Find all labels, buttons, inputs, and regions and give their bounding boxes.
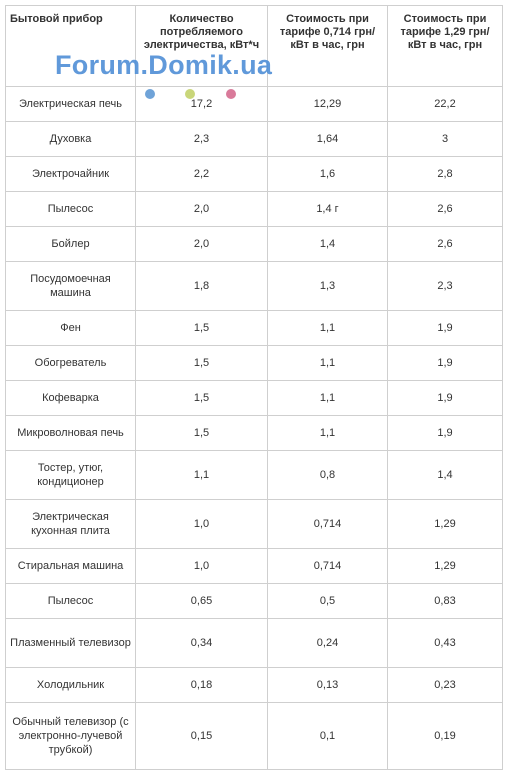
table-body: Электрическая печь 17,2 12,29 22,2 Духовка 2,… bbox=[5, 86, 503, 770]
value-cell: 0,8 bbox=[267, 450, 388, 500]
value-cell: 1,64 bbox=[267, 121, 388, 157]
value-cell: 2,0 bbox=[135, 226, 268, 262]
value-cell: 1,5 bbox=[135, 345, 268, 381]
table-row: Кофеварка 1,5 1,1 1,9 bbox=[5, 380, 503, 416]
table-row: Тостер, утюг, кондиционер 1,1 0,8 1,4 bbox=[5, 450, 503, 500]
value-cell: 12,29 bbox=[267, 86, 388, 122]
appliance-cell: Электрическая печь bbox=[5, 86, 136, 122]
value-cell: 1,1 bbox=[267, 415, 388, 451]
table-row: Обычный телевизор (с электронно-лучевой … bbox=[5, 702, 503, 770]
watermark: Forum.Domik.ua bbox=[55, 50, 273, 80]
appliance-cell: Кофеварка bbox=[5, 380, 136, 416]
value-cell: 17,2 bbox=[135, 86, 268, 122]
table-row: Бойлер 2,0 1,4 2,6 bbox=[5, 226, 503, 262]
appliance-cell: Фен bbox=[5, 310, 136, 346]
value-cell: 1,4 г bbox=[267, 191, 388, 227]
value-cell: 0,83 bbox=[387, 583, 503, 619]
value-cell: 1,1 bbox=[267, 380, 388, 416]
header-cell: Стоимость при тарифе 0,714 грн/кВт в час… bbox=[267, 5, 388, 87]
table-row: Посудомоечная машина 1,8 1,3 2,3 bbox=[5, 261, 503, 311]
appliance-cell: Пылесос bbox=[5, 583, 136, 619]
table-row: Электрическая кухонная плита 1,0 0,714 1,29 bbox=[5, 499, 503, 549]
value-cell: 2,2 bbox=[135, 156, 268, 192]
value-cell: 0,1 bbox=[267, 702, 388, 770]
value-cell: 0,714 bbox=[267, 548, 388, 584]
table-row: Пылесос 0,65 0,5 0,83 bbox=[5, 583, 503, 619]
value-cell: 1,6 bbox=[267, 156, 388, 192]
value-cell: 1,29 bbox=[387, 548, 503, 584]
value-cell: 1,5 bbox=[135, 380, 268, 416]
appliance-cell: Бойлер bbox=[5, 226, 136, 262]
value-cell: 1,1 bbox=[267, 345, 388, 381]
table-row: Электрочайник 2,2 1,6 2,8 bbox=[5, 156, 503, 192]
value-cell: 0,19 bbox=[387, 702, 503, 770]
appliance-cell: Электрочайник bbox=[5, 156, 136, 192]
value-cell: 0,24 bbox=[267, 618, 388, 668]
table-row: Плазменный телевизор 0,34 0,24 0,43 bbox=[5, 618, 503, 668]
value-cell: 1,8 bbox=[135, 261, 268, 311]
value-cell: 1,9 bbox=[387, 345, 503, 381]
value-cell: 1,1 bbox=[267, 310, 388, 346]
appliance-cell: Плазменный телевизор bbox=[5, 618, 136, 668]
value-cell: 1,9 bbox=[387, 310, 503, 346]
value-cell: 0,15 bbox=[135, 702, 268, 770]
value-cell: 1,5 bbox=[135, 415, 268, 451]
dot bbox=[145, 89, 155, 99]
header-cell: Стоимость при тарифе 1,29 грн/кВт в час,… bbox=[387, 5, 503, 87]
value-cell: 1,4 bbox=[387, 450, 503, 500]
table-row: Электрическая печь 17,2 12,29 22,2 bbox=[5, 86, 503, 122]
value-cell: 1,3 bbox=[267, 261, 388, 311]
value-cell: 0,5 bbox=[267, 583, 388, 619]
appliance-cell: Микроволновая печь bbox=[5, 415, 136, 451]
value-cell: 1,0 bbox=[135, 548, 268, 584]
value-cell: 0,714 bbox=[267, 499, 388, 549]
value-cell: 2,3 bbox=[135, 121, 268, 157]
value-cell: 22,2 bbox=[387, 86, 503, 122]
value-cell: 0,18 bbox=[135, 667, 268, 703]
dot bbox=[226, 89, 236, 99]
value-cell: 3 bbox=[387, 121, 503, 157]
value-cell: 0,34 bbox=[135, 618, 268, 668]
value-cell: 2,8 bbox=[387, 156, 503, 192]
value-cell: 1,29 bbox=[387, 499, 503, 549]
table-row: Стиральная машина 1,0 0,714 1,29 bbox=[5, 548, 503, 584]
value-cell: 1,5 bbox=[135, 310, 268, 346]
value-cell: 0,65 bbox=[135, 583, 268, 619]
value-cell: 2,0 bbox=[135, 191, 268, 227]
appliance-cell: Посудомоечная машина bbox=[5, 261, 136, 311]
value-cell: 0,43 bbox=[387, 618, 503, 668]
table-row: Пылесос 2,0 1,4 г 2,6 bbox=[5, 191, 503, 227]
appliance-cell: Холодильник bbox=[5, 667, 136, 703]
table-row: Фен 1,5 1,1 1,9 bbox=[5, 310, 503, 346]
value-cell: 1,1 bbox=[135, 450, 268, 500]
value-cell: 1,4 bbox=[267, 226, 388, 262]
value-cell: 2,6 bbox=[387, 226, 503, 262]
header-cell: Количество потребляемого электричества, … bbox=[135, 5, 268, 87]
appliance-cell: Духовка bbox=[5, 121, 136, 157]
value-cell: 2,6 bbox=[387, 191, 503, 227]
appliance-cell: Тостер, утюг, кондиционер bbox=[5, 450, 136, 500]
table-row: Микроволновая печь 1,5 1,1 1,9 bbox=[5, 415, 503, 451]
value-cell: 0,23 bbox=[387, 667, 503, 703]
header-row: Бытовой прибор Количество потребляемого … bbox=[5, 5, 503, 87]
value-cell: 1,9 bbox=[387, 415, 503, 451]
appliance-cell: Электрическая кухонная плита bbox=[5, 499, 136, 549]
table-row: Обогреватель 1,5 1,1 1,9 bbox=[5, 345, 503, 381]
appliance-cell: Стиральная машина bbox=[5, 548, 136, 584]
value-cell: 2,3 bbox=[387, 261, 503, 311]
value-cell: 1,0 bbox=[135, 499, 268, 549]
table-row: Холодильник 0,18 0,13 0,23 bbox=[5, 667, 503, 703]
header-cell: Бытовой прибор bbox=[5, 5, 136, 87]
value-cell: 0,13 bbox=[267, 667, 388, 703]
appliance-cell: Обогреватель bbox=[5, 345, 136, 381]
dot bbox=[185, 89, 195, 99]
value-cell: 1,9 bbox=[387, 380, 503, 416]
appliance-cell: Обычный телевизор (с электронно-лучевой … bbox=[5, 702, 136, 770]
table-row: Духовка 2,3 1,64 3 bbox=[5, 121, 503, 157]
appliance-cell: Пылесос bbox=[5, 191, 136, 227]
table: Бытовой прибор Количество потребляемого … bbox=[5, 5, 503, 770]
